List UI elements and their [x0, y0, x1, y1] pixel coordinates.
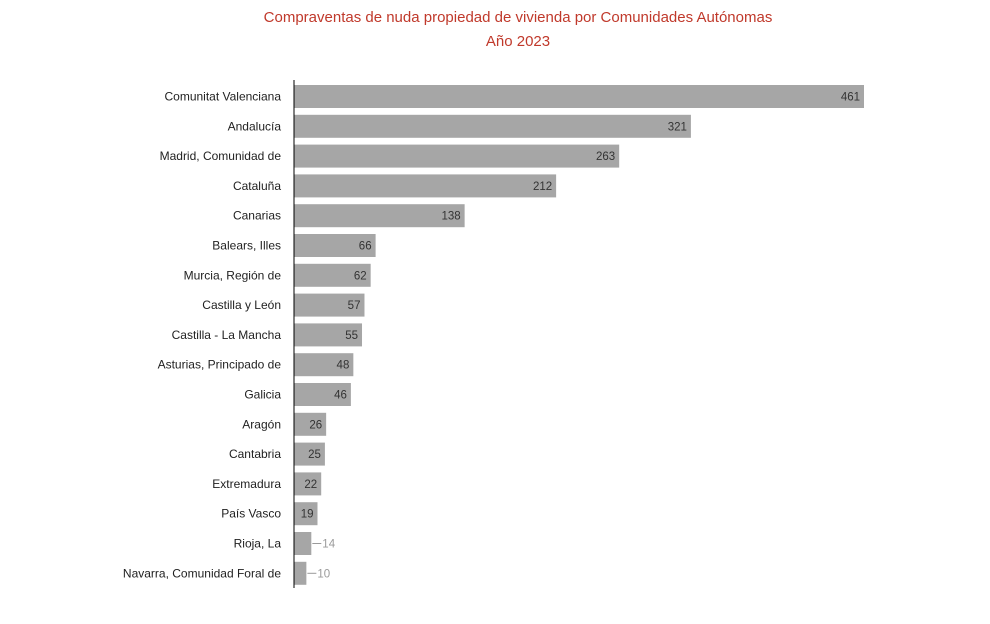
chart-title: Compraventas de nuda propiedad de vivien… — [264, 9, 773, 26]
value-label: 55 — [345, 330, 358, 342]
value-label: 10 — [317, 568, 330, 580]
bar — [294, 353, 354, 377]
bar — [294, 85, 864, 108]
value-label: 321 — [668, 121, 687, 133]
value-label: 57 — [348, 300, 361, 312]
bar — [294, 532, 312, 555]
category-label: Aragón — [242, 417, 281, 431]
category-label: Murcia, Región de — [184, 268, 282, 282]
bar — [294, 263, 371, 287]
value-label: 46 — [334, 390, 347, 402]
value-label: 14 — [322, 539, 335, 551]
category-label: Canarias — [233, 209, 281, 223]
bar — [294, 383, 351, 406]
category-label: Andalucía — [228, 119, 282, 133]
category-label: Navarra, Comunidad Foral de — [123, 566, 281, 580]
category-label: Cataluña — [233, 179, 281, 193]
bar — [294, 412, 327, 436]
value-label: 62 — [354, 270, 367, 282]
value-label: 48 — [337, 360, 350, 372]
category-label: Castilla y León — [202, 298, 281, 312]
bar — [294, 174, 557, 198]
category-label: Galicia — [244, 388, 281, 402]
value-label: 26 — [309, 419, 322, 431]
bar — [294, 323, 363, 347]
bar — [294, 234, 376, 257]
bar — [294, 114, 691, 138]
category-label: Extremadura — [212, 477, 281, 491]
category-label: Comunitat Valenciana — [164, 90, 281, 104]
chart-subtitle: Año 2023 — [486, 33, 550, 50]
bar — [294, 204, 465, 228]
value-label: 66 — [359, 241, 372, 253]
bar — [294, 502, 318, 526]
bar — [294, 561, 307, 585]
category-label: País Vasco — [221, 507, 281, 521]
bar — [294, 442, 325, 466]
category-label: Rioja, La — [234, 537, 282, 551]
category-label: Madrid, Comunidad de — [160, 149, 282, 163]
value-label: 212 — [533, 181, 552, 193]
value-label: 19 — [301, 509, 314, 521]
value-label: 461 — [841, 92, 860, 104]
bar — [294, 293, 365, 317]
bar — [294, 144, 620, 168]
category-label: Cantabria — [229, 447, 281, 461]
category-label: Asturias, Principado de — [158, 358, 282, 372]
value-label: 263 — [596, 151, 615, 163]
value-label: 22 — [304, 479, 317, 491]
bars-group: Comunitat Valenciana 461 Andalucía 321 Madri… — [123, 85, 864, 585]
bar — [294, 472, 322, 496]
category-label: Castilla - La Mancha — [172, 328, 282, 342]
value-label: 138 — [441, 211, 460, 223]
category-label: Balears, Illes — [212, 239, 281, 253]
value-label: 25 — [308, 449, 321, 461]
